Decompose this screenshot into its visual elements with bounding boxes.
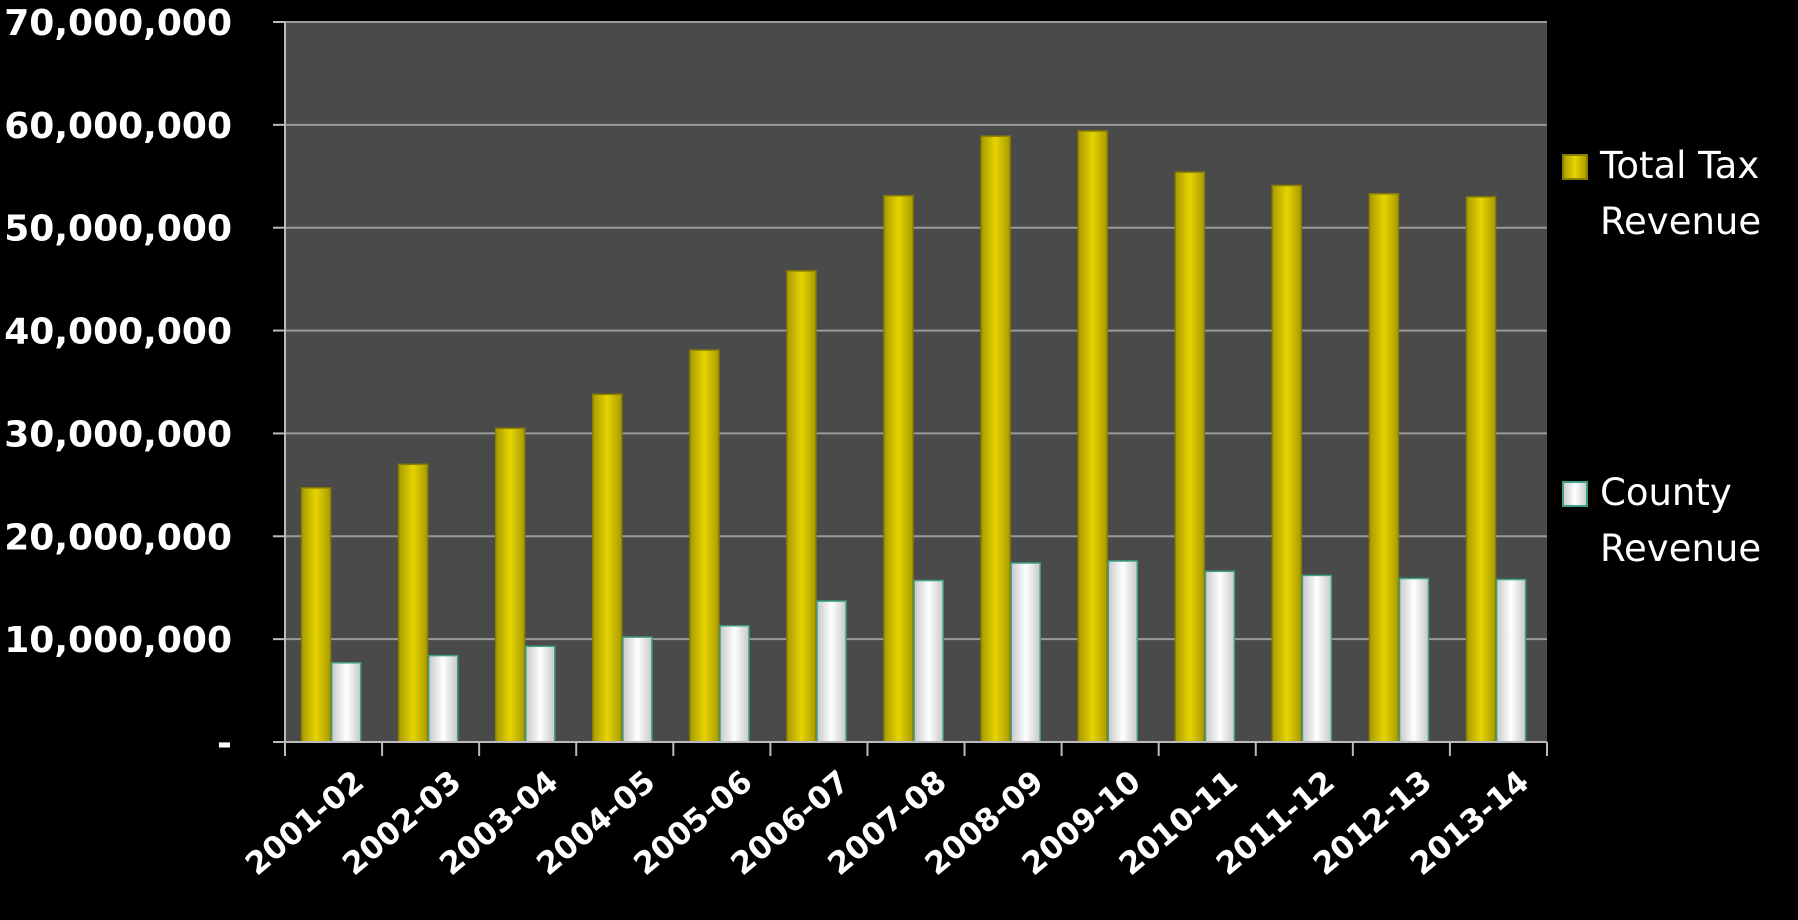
bar-total-tax-revenue-2010-11 (1174, 171, 1206, 743)
bar-county-revenue-2002-03 (427, 654, 459, 743)
legend-label: County Revenue (1600, 471, 1761, 570)
legend-label-line: Revenue (1600, 200, 1761, 243)
legend-swatch (1562, 154, 1588, 180)
bar-total-tax-revenue-2007-08 (883, 195, 914, 743)
legend-label-line: Total Tax (1599, 144, 1759, 187)
legend-label: Total Tax Revenue (1599, 144, 1761, 243)
legend-swatch (1562, 481, 1588, 507)
axes (273, 21, 1548, 756)
y-tick-label: 30,000,000 (4, 414, 232, 455)
bar-county-revenue-2003-04 (525, 645, 556, 743)
legend-label-line: Revenue (1600, 527, 1761, 570)
legend-label-line: County (1600, 471, 1732, 514)
bar-county-revenue-2005-06 (719, 625, 750, 743)
bar-county-revenue-2012-13 (1398, 577, 1430, 743)
bar-county-revenue-2004-05 (622, 636, 653, 743)
bar-county-revenue-2013-14 (1495, 578, 1527, 743)
bar-total-tax-revenue-2012-13 (1368, 193, 1400, 743)
bar-total-tax-revenue-2011-12 (1271, 184, 1303, 743)
y-tick-label: 70,000,000 (4, 3, 232, 44)
legend: Total Tax Revenue County Revenue (1562, 144, 1761, 570)
bar-total-tax-revenue-2003-04 (494, 427, 526, 743)
bar-total-tax-revenue-2006-07 (786, 270, 817, 743)
x-tick-labels: 2001-022002-032003-042004-052005-062006-… (239, 764, 1536, 883)
y-tick-label: 40,000,000 (4, 312, 232, 353)
bar-county-revenue-2006-07 (816, 600, 847, 743)
bar-county-revenue-2009-10 (1107, 560, 1139, 743)
bar-total-tax-revenue-2008-09 (980, 135, 1011, 743)
bar-total-tax-revenue-2001-02 (300, 487, 332, 743)
bar-county-revenue-2008-09 (1010, 562, 1041, 743)
bar-county-revenue-2001-02 (330, 662, 362, 743)
bar-total-tax-revenue-2013-14 (1465, 196, 1497, 743)
y-tick-label: 10,000,000 (4, 620, 232, 661)
bar-county-revenue-2007-08 (913, 579, 944, 743)
bar-total-tax-revenue-2005-06 (689, 349, 720, 743)
bar-total-tax-revenue-2002-03 (397, 463, 429, 743)
bar-total-tax-revenue-2004-05 (592, 393, 623, 743)
y-tick-label: 60,000,000 (4, 106, 232, 147)
y-tick-label: 20,000,000 (4, 517, 232, 558)
bar-county-revenue-2010-11 (1204, 570, 1236, 743)
bar-total-tax-revenue-2009-10 (1077, 130, 1108, 743)
bar-county-revenue-2011-12 (1301, 574, 1333, 743)
y-tick-label: 50,000,000 (4, 209, 232, 250)
y-tick-labels: - 10,000,000 20,000,000 30,000,000 40,000,00… (4, 3, 232, 764)
y-tick-label: - (217, 723, 232, 764)
